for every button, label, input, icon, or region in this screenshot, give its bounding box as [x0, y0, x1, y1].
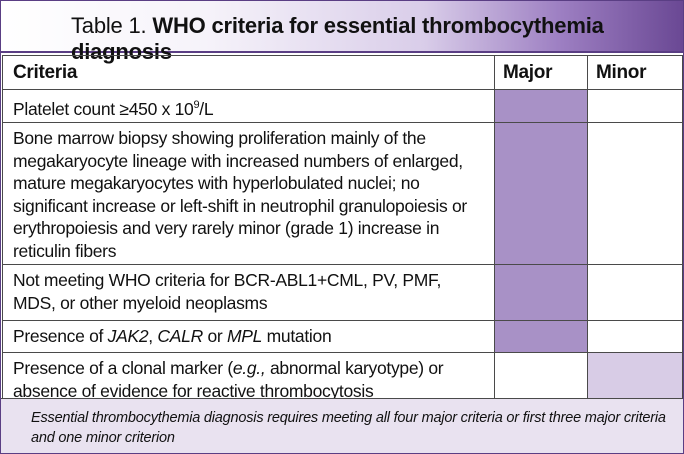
table-title-bold: WHO criteria for essential thrombocythem… [71, 13, 604, 64]
minor-cell [587, 352, 683, 406]
criteria-cell: Bone marrow biopsy showing proliferation… [2, 122, 495, 266]
minor-cell [587, 264, 683, 322]
criteria-cell: Platelet count ≥450 x 109/L [2, 88, 495, 124]
table-footnote: Essential thrombocythemia diagnosis requ… [1, 398, 683, 453]
major-cell [494, 320, 588, 354]
criteria-cell: Presence of a clonal marker (e.g., abnor… [2, 352, 495, 406]
major-cell [494, 264, 588, 322]
header-row: Criteria Major Minor [2, 55, 683, 90]
table-row: Not meeting WHO criteria for BCR-ABL1+CM… [2, 264, 683, 322]
table-row: Platelet count ≥450 x 109/L [2, 88, 683, 124]
criteria-table: Criteria Major Minor Platelet count ≥450… [2, 55, 683, 406]
table-row: Presence of JAK2, CALR or MPL mutation [2, 320, 683, 354]
major-cell [494, 122, 588, 266]
header-criteria: Criteria [2, 55, 495, 90]
table-row: Bone marrow biopsy showing proliferation… [2, 122, 683, 266]
table-row: Presence of a clonal marker (e.g., abnor… [2, 352, 683, 406]
minor-cell [587, 320, 683, 354]
major-cell [494, 88, 588, 124]
header-major: Major [494, 55, 588, 90]
criteria-cell: Presence of JAK2, CALR or MPL mutation [2, 320, 495, 354]
table-title: Table 1. WHO criteria for essential thro… [1, 1, 683, 64]
minor-cell [587, 88, 683, 124]
minor-cell [587, 122, 683, 266]
table-title-prefix: Table 1. [71, 13, 153, 38]
criteria-cell: Not meeting WHO criteria for BCR-ABL1+CM… [2, 264, 495, 322]
header-minor: Minor [587, 55, 683, 90]
